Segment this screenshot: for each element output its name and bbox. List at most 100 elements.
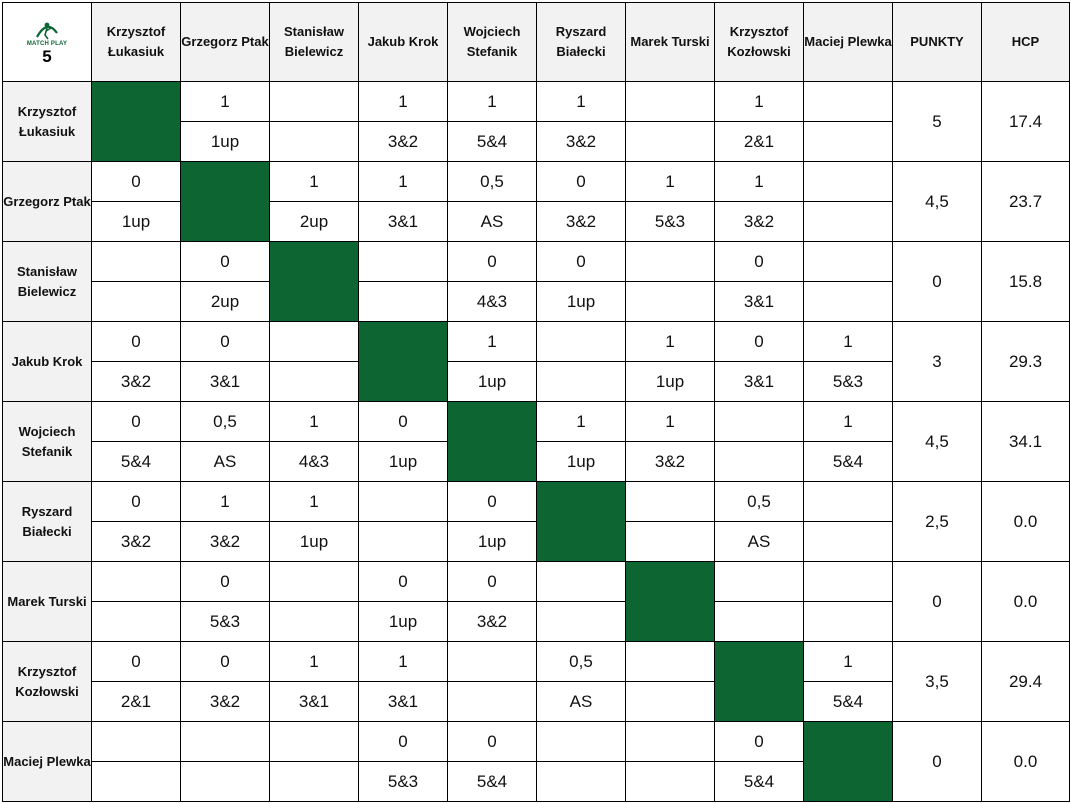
score-cell: 3&1	[180, 361, 270, 402]
score-cell: 1up	[625, 361, 715, 402]
table-row-points: Jakub Krok 0 0 1 1 0 1 3 29.3	[2, 321, 1070, 402]
total-points-cell: 2,5	[892, 481, 982, 562]
score-cell: 1up	[358, 441, 448, 482]
score-cell: 3&1	[358, 681, 448, 722]
points-cell	[358, 481, 448, 522]
row-header-player: Krzysztof Kozłowski	[2, 641, 92, 722]
column-header-player: Stanisław Bielewicz	[269, 2, 359, 82]
points-cell: 0	[91, 161, 181, 202]
total-points-cell: 3,5	[892, 641, 982, 722]
column-header-player: Grzegorz Ptak	[180, 2, 270, 82]
score-cell	[269, 761, 359, 802]
score-cell: 3&2	[447, 601, 537, 642]
row-header-label: Wojciech Stefanik	[18, 423, 76, 459]
points-cell: 0	[536, 241, 626, 282]
row-header-player: Marek Turski	[2, 561, 92, 642]
points-cell: 1	[269, 161, 359, 202]
total-points-cell: 0	[892, 721, 982, 802]
points-cell: 0	[91, 481, 181, 522]
table-row-scores: 5&3 1up 3&2	[3, 601, 1070, 642]
table-row-points: Stanisław Bielewicz 0 0 0 0 0 15.8	[2, 241, 1070, 322]
row-header-label: Ryszard Białecki	[21, 503, 73, 539]
row-header-player: Maciej Plewka	[2, 721, 92, 802]
points-cell	[803, 241, 893, 282]
diagonal-cell	[269, 241, 359, 322]
points-cell: 0	[358, 401, 448, 442]
points-cell	[803, 481, 893, 522]
points-cell	[536, 561, 626, 602]
row-header-label: Maciej Plewka	[3, 753, 91, 769]
points-cell: 1	[536, 401, 626, 442]
points-cell: 1	[625, 321, 715, 362]
score-cell: 2up	[180, 281, 270, 322]
points-cell	[447, 641, 537, 682]
score-cell: 5&3	[358, 761, 448, 802]
score-cell	[447, 681, 537, 722]
points-cell: 1	[625, 161, 715, 202]
score-cell	[358, 521, 448, 562]
points-cell: 1	[803, 321, 893, 362]
hcp-cell: 34.1	[981, 401, 1070, 482]
score-cell: AS	[536, 681, 626, 722]
score-cell: 2up	[269, 201, 359, 242]
hcp-cell: 0.0	[981, 561, 1070, 642]
column-header-label: Krzysztof Łukasiuk	[106, 24, 166, 59]
points-cell	[803, 161, 893, 202]
points-cell: 1	[625, 401, 715, 442]
score-cell: 2&1	[714, 121, 804, 162]
table-row-scores: 5&3 5&4 5&4	[3, 761, 1070, 802]
points-cell: 0	[714, 721, 804, 762]
row-header-label: Stanisław Bielewicz	[17, 263, 77, 299]
points-cell	[269, 321, 359, 362]
score-cell: 5&4	[803, 441, 893, 482]
row-header-label: Krzysztof Kozłowski	[15, 663, 79, 699]
column-header-label: Krzysztof Kozłowski	[727, 24, 791, 59]
score-cell	[803, 121, 893, 162]
points-cell: 0	[180, 561, 270, 602]
score-cell	[625, 121, 715, 162]
score-cell: 1up	[536, 441, 626, 482]
score-cell: AS	[447, 201, 537, 242]
points-cell: 1	[447, 321, 537, 362]
column-header-player: Ryszard Białecki	[536, 2, 626, 82]
points-cell: 0	[91, 401, 181, 442]
points-cell: 1	[536, 81, 626, 122]
points-cell: 0	[447, 481, 537, 522]
score-cell	[803, 201, 893, 242]
points-cell	[536, 721, 626, 762]
points-cell	[625, 721, 715, 762]
points-cell	[625, 81, 715, 122]
column-header-player: Marek Turski	[625, 2, 715, 82]
table-row-scores: 1up 2up 3&1 AS 3&2 5&3 3&2	[3, 201, 1070, 242]
row-header-label: Marek Turski	[7, 593, 87, 609]
column-header-points: PUNKTY	[892, 2, 982, 82]
points-cell: 1	[803, 641, 893, 682]
score-cell: 1up	[536, 281, 626, 322]
points-cell	[625, 481, 715, 522]
score-cell	[536, 601, 626, 642]
row-header-player: Krzysztof Łukasiuk	[2, 81, 92, 162]
score-cell	[91, 601, 181, 642]
group-number: 5	[42, 46, 52, 66]
score-cell: 3&1	[714, 281, 804, 322]
row-header-player: Jakub Krok	[2, 321, 92, 402]
points-cell: 0,5	[447, 161, 537, 202]
column-header-label: Jakub Krok	[367, 34, 439, 49]
points-cell: 1	[358, 641, 448, 682]
score-cell: 1up	[358, 601, 448, 642]
score-cell: 5&4	[803, 681, 893, 722]
hcp-cell: 0.0	[981, 481, 1070, 562]
points-cell	[803, 561, 893, 602]
row-header-player: Ryszard Białecki	[2, 481, 92, 562]
diagonal-cell	[714, 641, 804, 722]
score-cell: 1up	[447, 361, 537, 402]
points-cell: 1	[803, 401, 893, 442]
score-cell: 4&3	[447, 281, 537, 322]
score-cell: 1up	[269, 521, 359, 562]
score-cell: 5&4	[447, 121, 537, 162]
score-cell: AS	[714, 521, 804, 562]
score-cell	[269, 601, 359, 642]
score-cell: 3&1	[269, 681, 359, 722]
total-points-cell: 3	[892, 321, 982, 402]
points-cell	[269, 81, 359, 122]
